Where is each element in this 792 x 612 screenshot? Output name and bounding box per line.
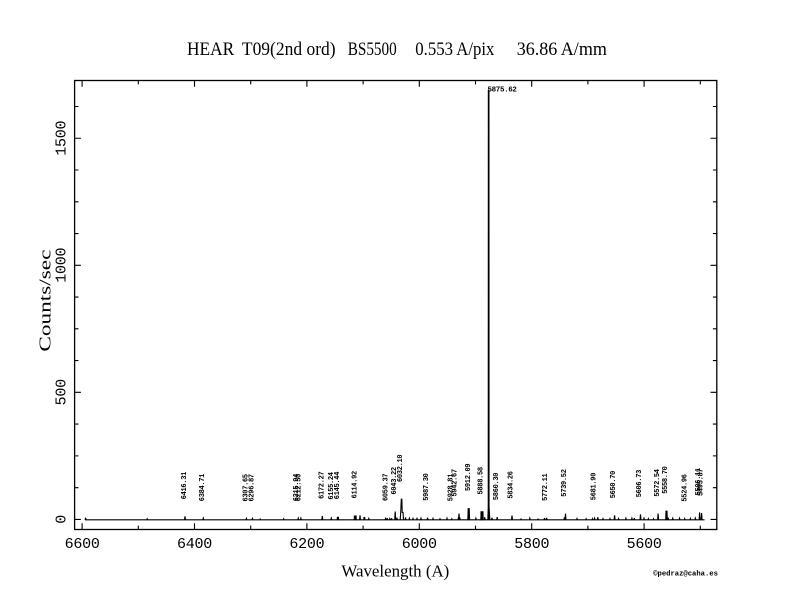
svg-text:5506.11: 5506.11 (695, 468, 703, 495)
svg-text:5650.70: 5650.70 (610, 471, 618, 498)
svg-text:5606.73: 5606.73 (636, 470, 644, 497)
svg-text:5875.62: 5875.62 (488, 86, 518, 94)
svg-text:5558.70: 5558.70 (662, 466, 670, 493)
svg-text:Counts/sec: Counts/sec (35, 249, 54, 352)
svg-text:5524.96: 5524.96 (682, 474, 690, 501)
svg-text:0: 0 (54, 515, 71, 524)
svg-text:5928.81: 5928.81 (448, 474, 456, 501)
svg-text:T09(2nd ord): T09(2nd ord) (242, 39, 336, 60)
svg-text:6043.22: 6043.22 (391, 467, 399, 494)
svg-text:1500: 1500 (54, 120, 71, 155)
svg-text:6600: 6600 (65, 536, 100, 553)
svg-text:6032.10: 6032.10 (397, 455, 405, 482)
svg-text:6059.37: 6059.37 (382, 474, 390, 501)
svg-text:1000: 1000 (54, 248, 71, 283)
svg-text:5572.54: 5572.54 (654, 469, 662, 496)
svg-text:6212.50: 6212.50 (296, 474, 304, 501)
svg-text:5739.52: 5739.52 (561, 469, 569, 496)
svg-text:©pedraz@caha.es: ©pedraz@caha.es (653, 569, 718, 578)
svg-text:5834.26: 5834.26 (507, 471, 515, 498)
svg-text:6296.87: 6296.87 (249, 474, 257, 501)
svg-text:5495.87: 5495.87 (698, 469, 706, 496)
svg-text:5860.30: 5860.30 (493, 473, 501, 500)
svg-text:6307.65: 6307.65 (242, 474, 250, 501)
svg-text:6145.44: 6145.44 (334, 472, 342, 499)
svg-text:5942.67: 5942.67 (451, 469, 459, 496)
svg-text:HEAR: HEAR (187, 39, 234, 60)
svg-text:5772.11: 5772.11 (542, 473, 550, 500)
svg-text:6114.92: 6114.92 (351, 471, 359, 498)
svg-text:5681.90: 5681.90 (591, 473, 599, 500)
svg-text:6200: 6200 (289, 536, 324, 553)
svg-text:5912.09: 5912.09 (465, 464, 473, 491)
svg-text:6155.24: 6155.24 (328, 472, 336, 499)
svg-text:5600: 5600 (627, 536, 662, 553)
svg-text:500: 500 (54, 379, 71, 406)
svg-text:BS5500: BS5500 (348, 39, 397, 60)
svg-text:5987.30: 5987.30 (423, 473, 431, 500)
svg-text:6384.71: 6384.71 (199, 474, 207, 501)
svg-text:5888.58: 5888.58 (477, 467, 485, 494)
svg-text:5800: 5800 (514, 536, 549, 553)
svg-text:36.86 A/mm: 36.86 A/mm (517, 39, 607, 60)
svg-text:6000: 6000 (402, 536, 437, 553)
svg-text:6215.94: 6215.94 (293, 474, 301, 501)
svg-text:6416.31: 6416.31 (181, 472, 189, 499)
svg-text:0.553 A/pix: 0.553 A/pix (415, 39, 495, 60)
svg-text:6400: 6400 (177, 536, 212, 553)
svg-text:Wavelength (A): Wavelength (A) (341, 561, 449, 580)
svg-text:6172.27: 6172.27 (318, 471, 326, 498)
